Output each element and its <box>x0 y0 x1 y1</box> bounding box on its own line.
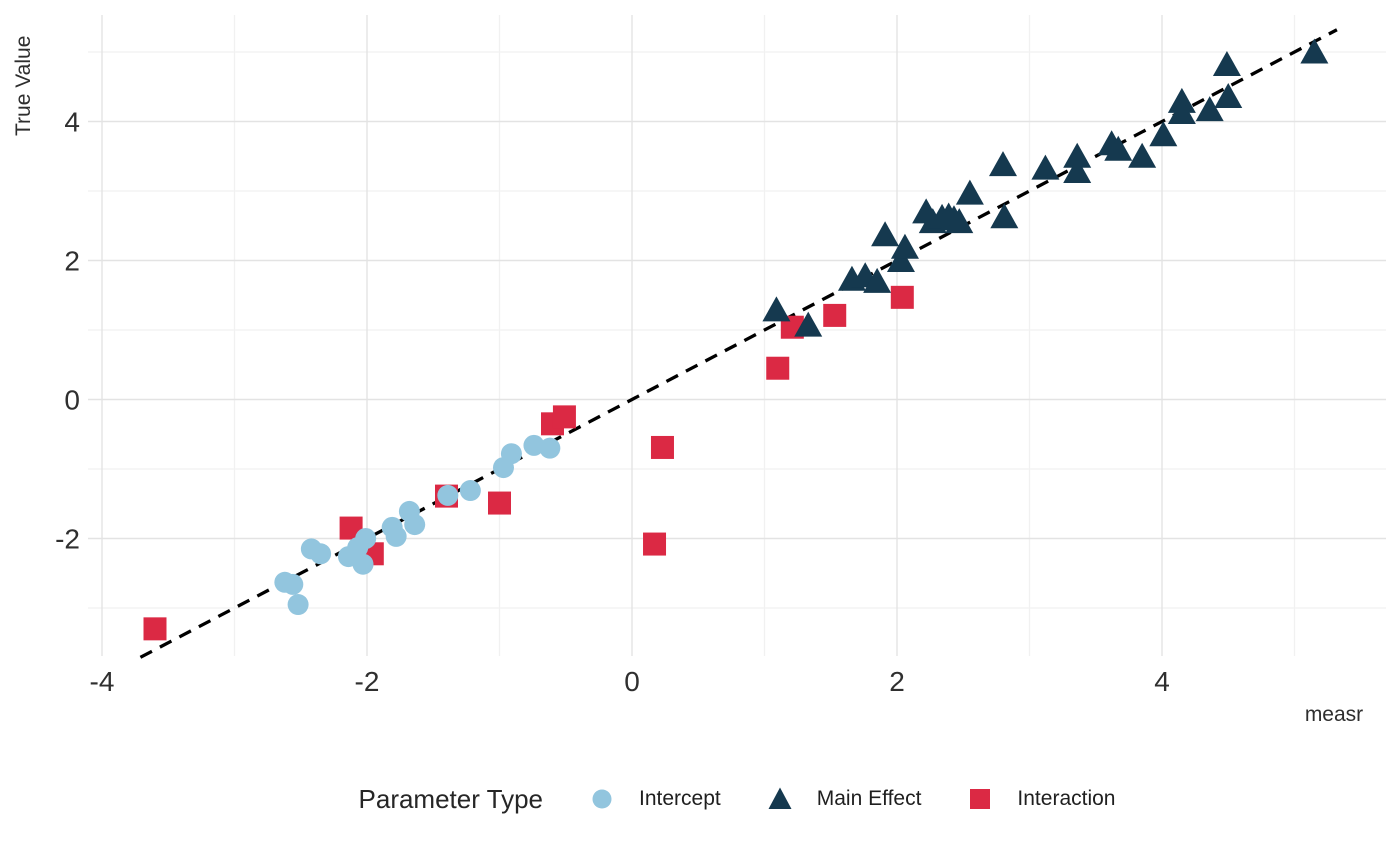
data-point-main-effect <box>1195 96 1224 122</box>
x-axis-tick-label: 2 <box>889 666 905 697</box>
data-point-interaction <box>650 435 674 459</box>
data-point-main-effect <box>1300 38 1329 64</box>
legend-item-main-effect: Main Effect <box>767 786 922 812</box>
data-point-main-effect <box>1063 158 1092 184</box>
data-point-main-effect <box>989 151 1017 177</box>
data-point-intercept <box>282 573 304 595</box>
y-axis-tick-label: 2 <box>64 246 80 277</box>
x-axis-tick-label: 4 <box>1154 666 1170 697</box>
data-point-main-effect <box>1214 82 1243 108</box>
data-point-main-effect <box>890 233 919 259</box>
data-point-interaction <box>766 356 790 380</box>
y-axis-tick-label: -2 <box>55 524 80 555</box>
x-axis-tick-label: -2 <box>355 666 380 697</box>
data-point-main-effect <box>1212 51 1241 77</box>
data-point-interaction <box>143 617 167 641</box>
data-point-main-effect <box>762 296 791 322</box>
data-point-main-effect <box>1063 142 1092 168</box>
data-point-main-effect <box>1128 142 1157 168</box>
data-point-main-effect <box>794 311 823 337</box>
legend-label-intercept: Intercept <box>639 787 721 810</box>
legend-circle-glyph <box>592 789 612 809</box>
data-point-main-effect <box>1031 154 1060 180</box>
data-point-main-effect <box>863 267 892 293</box>
legend-label-interaction: Interaction <box>1017 787 1116 810</box>
x-axis-tick-label: 0 <box>624 666 640 697</box>
legend-square-icon <box>970 789 991 809</box>
data-point-intercept <box>459 480 481 502</box>
data-point-interaction <box>488 491 511 515</box>
legend-item-intercept: Intercept <box>589 786 721 812</box>
legend-triangle-glyph <box>768 787 792 809</box>
data-point-intercept <box>539 437 561 459</box>
data-point-main-effect <box>955 179 984 205</box>
data-point-interaction <box>823 303 847 327</box>
data-point-main-effect <box>1104 135 1133 161</box>
data-point-intercept <box>404 514 426 536</box>
legend-triangle-icon <box>768 787 792 809</box>
data-point-intercept <box>523 434 545 456</box>
legend-item-interaction: Interaction <box>967 786 1115 812</box>
y-axis-tick-label: 0 <box>64 385 80 416</box>
data-point-main-effect <box>886 247 915 272</box>
data-point-intercept <box>352 553 374 575</box>
data-point-interaction <box>643 532 667 556</box>
data-point-main-effect <box>1167 98 1196 124</box>
data-point-intercept <box>385 525 407 547</box>
legend: Parameter Type Intercept Main Effect Inter… <box>88 770 1386 828</box>
data-point-intercept <box>355 528 377 549</box>
legend-label-main-effect: Main Effect <box>816 787 922 810</box>
data-point-interaction <box>552 405 576 429</box>
data-point-main-effect <box>945 208 974 234</box>
x-axis-title: measr <box>1304 703 1364 726</box>
legend-title: Parameter Type <box>358 783 544 814</box>
data-point-main-effect <box>871 221 900 247</box>
legend-square-glyph <box>970 789 991 809</box>
legend-circle-icon <box>592 789 612 809</box>
data-point-main-effect <box>990 203 1019 229</box>
data-point-interaction <box>890 285 914 309</box>
data-point-intercept <box>500 443 522 465</box>
data-point-main-effect <box>1149 121 1178 147</box>
data-point-intercept <box>310 543 332 565</box>
y-axis-title: True Value <box>12 35 35 137</box>
y-axis-tick-label: 4 <box>64 107 80 138</box>
x-axis-tick-label: -4 <box>90 666 115 697</box>
data-point-intercept <box>287 594 309 616</box>
data-point-intercept <box>437 484 459 506</box>
